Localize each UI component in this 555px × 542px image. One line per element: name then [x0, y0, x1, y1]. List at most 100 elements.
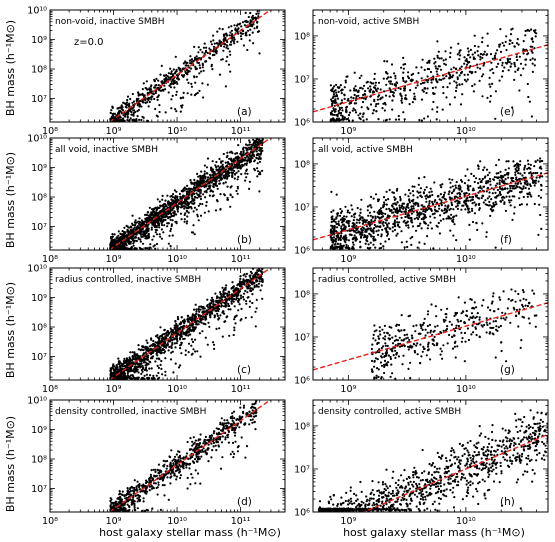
- data-point: [331, 217, 334, 220]
- data-point: [167, 76, 170, 79]
- data-point: [435, 70, 438, 73]
- data-point: [507, 176, 510, 179]
- data-point: [224, 85, 227, 88]
- data-point: [334, 243, 337, 246]
- data-point: [488, 83, 491, 86]
- data-point: [234, 152, 237, 155]
- data-point: [336, 236, 339, 239]
- data-point: [453, 223, 456, 226]
- data-point: [507, 160, 510, 163]
- data-point: [132, 242, 135, 245]
- data-point: [348, 111, 351, 114]
- data-point: [351, 241, 355, 244]
- data-point: [450, 201, 453, 204]
- data-point: [463, 56, 466, 59]
- data-point: [372, 231, 375, 235]
- data-point: [228, 34, 231, 37]
- y-tick-label: 10⁸: [294, 159, 310, 170]
- data-point: [334, 221, 337, 224]
- data-point: [170, 70, 173, 73]
- data-point: [352, 97, 355, 100]
- data-point: [158, 104, 161, 107]
- data-point: [479, 186, 482, 189]
- data-point: [448, 208, 451, 211]
- data-point: [136, 225, 139, 229]
- data-point: [435, 209, 438, 212]
- data-point: [464, 174, 467, 177]
- data-point: [396, 221, 399, 224]
- data-point: [339, 242, 342, 246]
- data-point: [139, 240, 142, 243]
- data-point: [212, 172, 215, 175]
- data-point: [420, 66, 423, 69]
- data-point: [345, 105, 348, 108]
- data-point: [197, 180, 200, 183]
- data-point: [143, 374, 146, 377]
- data-point: [348, 102, 351, 105]
- data-point: [224, 161, 227, 164]
- data-point: [466, 60, 469, 63]
- data-point: [127, 241, 130, 244]
- data-point: [527, 52, 530, 55]
- data-point: [396, 81, 399, 84]
- data-point: [174, 195, 177, 198]
- data-point: [230, 160, 233, 163]
- data-point: [397, 224, 400, 227]
- data-point: [258, 52, 261, 55]
- data-point: [344, 79, 347, 82]
- data-point: [357, 114, 360, 117]
- data-point: [352, 243, 355, 246]
- data-point: [132, 244, 135, 247]
- data-point: [438, 78, 441, 81]
- data-point: [400, 216, 403, 219]
- data-point: [175, 74, 179, 77]
- data-point: [177, 199, 180, 202]
- data-point: [485, 235, 488, 238]
- data-point: [454, 89, 458, 93]
- data-point: [452, 208, 455, 211]
- data-point: [258, 171, 262, 174]
- data-point: [466, 184, 469, 187]
- data-point: [193, 233, 196, 236]
- data-point: [517, 165, 520, 168]
- data-point: [374, 81, 377, 84]
- data-point: [208, 187, 211, 190]
- data-point: [530, 174, 533, 177]
- data-point: [539, 157, 542, 160]
- data-point: [431, 86, 434, 90]
- data-point: [117, 234, 120, 237]
- data-point: [360, 216, 363, 219]
- data-point: [433, 212, 436, 215]
- data-point: [389, 76, 392, 79]
- data-point: [336, 234, 339, 237]
- data-point: [258, 190, 261, 193]
- data-point: [433, 181, 436, 184]
- data-point: [258, 173, 261, 176]
- data-point: [413, 95, 416, 98]
- scatter-series-a: [109, 6, 261, 122]
- data-point: [467, 211, 470, 214]
- data-point: [537, 233, 540, 236]
- data-point: [517, 163, 520, 166]
- data-point: [245, 176, 248, 179]
- data-point: [182, 96, 185, 99]
- data-point: [334, 99, 337, 102]
- data-point: [258, 6, 260, 8]
- data-point: [129, 226, 132, 229]
- data-point: [458, 74, 461, 77]
- data-point: [239, 167, 242, 170]
- data-point: [363, 92, 366, 95]
- data-point: [251, 144, 254, 147]
- data-point: [365, 225, 368, 228]
- data-point: [477, 54, 480, 57]
- data-point: [223, 193, 226, 196]
- data-point: [329, 84, 332, 87]
- data-point: [225, 34, 228, 37]
- data-point: [193, 45, 196, 49]
- data-point: [169, 201, 173, 205]
- data-point: [246, 172, 249, 175]
- data-point: [123, 244, 126, 248]
- data-point: [478, 178, 481, 181]
- data-point: [155, 77, 158, 80]
- data-point: [331, 101, 334, 104]
